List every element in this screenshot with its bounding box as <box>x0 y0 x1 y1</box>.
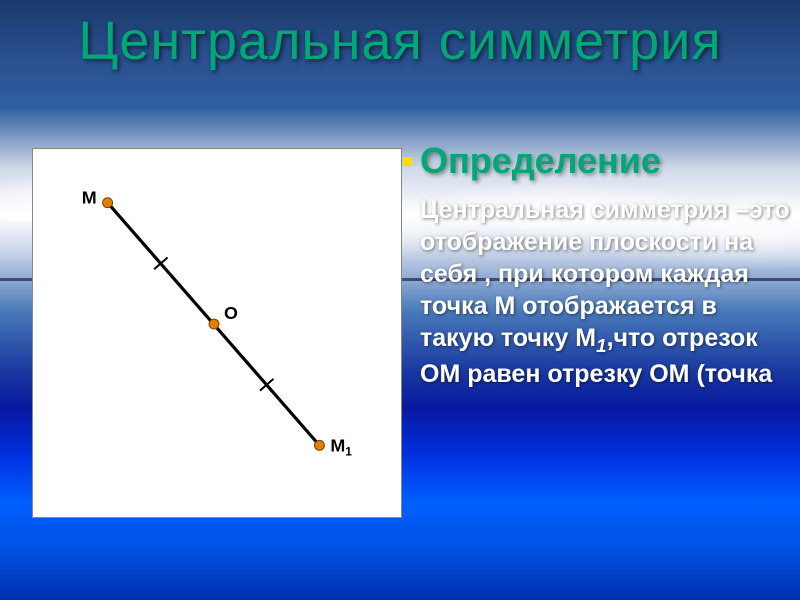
slide-title: Центральная симметрия <box>0 12 800 71</box>
symmetry-diagram: M O M1 <box>33 149 401 517</box>
point-m <box>103 198 113 208</box>
slide-subtitle: Определение <box>420 140 661 182</box>
label-o: O <box>224 303 238 323</box>
point-o <box>209 319 219 329</box>
point-m1 <box>314 440 324 450</box>
definition-text: Центральная симметрия –это отображение п… <box>420 194 790 390</box>
slide: Центральная симметрия Определение Центра… <box>0 0 800 600</box>
label-m: M <box>82 188 97 208</box>
bullet-square-icon <box>403 157 412 166</box>
diagram-container: M O M1 <box>32 148 402 518</box>
label-m1: M1 <box>330 435 352 458</box>
